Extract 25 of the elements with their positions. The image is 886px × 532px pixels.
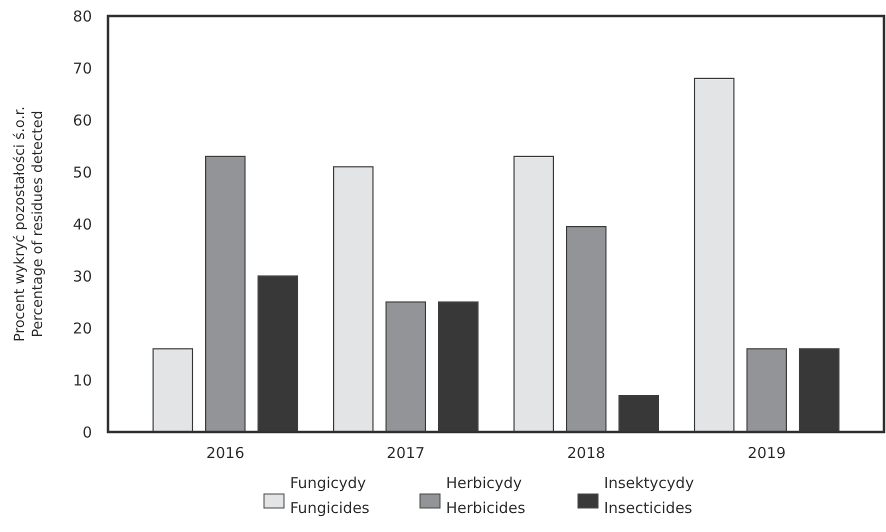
- bar: [152, 348, 194, 433]
- bar: [332, 166, 374, 433]
- y-tick-label: 30: [72, 267, 92, 286]
- bar: [566, 226, 607, 433]
- legend-label: Fungicydy Fungicides: [290, 474, 370, 517]
- legend-label: Insektycydy Insecticides: [604, 474, 694, 517]
- y-tick-label: 20: [72, 319, 92, 338]
- bar: [746, 348, 787, 433]
- y-tick-label: 80: [72, 7, 92, 26]
- x-tick-label: 2019: [748, 444, 786, 462]
- y-tick-label: 60: [72, 111, 92, 130]
- x-tick-label: 2017: [386, 444, 425, 462]
- y-axis-title: Procent wykryć pozostałości ś.o.r. Percentage of residues detected: [12, 106, 46, 342]
- legend-label: Herbicydy Herbicides: [446, 474, 526, 517]
- y-tick-label: 0: [82, 423, 92, 442]
- y-tick-label: 70: [72, 59, 92, 78]
- y-tick-label: 10: [72, 371, 92, 390]
- x-tick-label: 2016: [206, 444, 244, 462]
- bar: [694, 78, 734, 433]
- bar: [385, 301, 426, 433]
- bar: [513, 156, 554, 433]
- y-tick-label: 40: [72, 215, 92, 234]
- bar: [205, 156, 246, 433]
- x-tick-label: 2018: [567, 444, 606, 462]
- y-tick-label: 50: [72, 163, 92, 182]
